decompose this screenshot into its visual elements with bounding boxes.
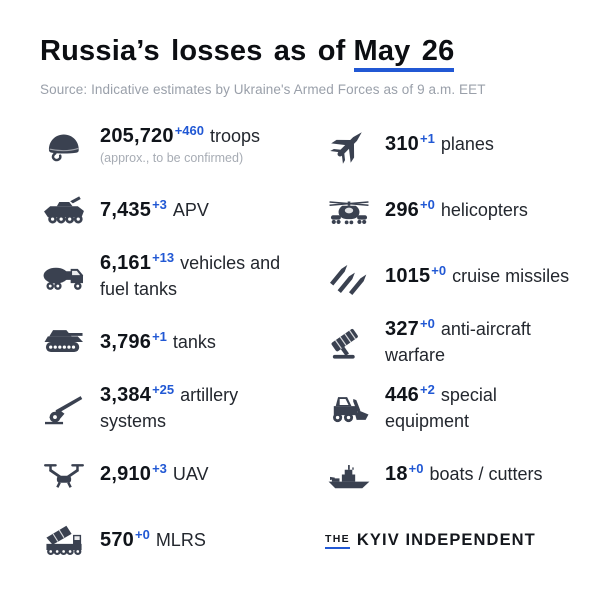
missiles-icon [325,258,373,296]
stat-row: 310+1 planes [325,112,592,178]
stat-text: 18+0 boats / cutters [385,460,543,488]
stat-delta: +3 [152,196,167,212]
stat-text: 570+0 MLRS [100,526,206,554]
stat-text: 205,720+460 troops (approx., to be confir… [100,122,261,166]
stat-value: 327 [385,317,419,340]
stats-column-right: 310+1 planes 296+0 helicopters 1015+0 cruis… [325,112,592,574]
stat-delta: +13 [152,249,175,265]
losses-infographic: Russia’s losses as of May 26 Source: Indi… [40,34,592,574]
stats-column-left: 205,720+460 troops (approx., to be confir… [40,112,325,574]
stat-value: 310 [385,132,419,155]
jet-icon [325,126,373,164]
drone-icon [40,456,88,494]
boat-icon [325,456,373,494]
stat-row: 6,161+13 vehicles and fuel tanks [40,244,325,310]
helicopter-icon [325,192,373,230]
stat-text: 446+2 special equipment [385,381,585,435]
stat-value: 3,796 [100,330,152,353]
stat-text: 2,910+3 UAV [100,460,209,488]
stat-text: 296+0 helicopters [385,196,528,224]
stat-label: anti-aircraft warfare [385,318,531,365]
stat-delta: +0 [431,262,447,278]
stat-delta: +25 [152,381,175,397]
logo-the-label: THE [325,533,350,549]
kyiv-independent-logo: THE KYIV INDEPENDENT [325,508,592,574]
page-title: Russia’s losses as of May 26 [40,34,592,72]
anti-aircraft-icon [325,324,373,362]
stat-text: 3,384+25 artillery systems [100,381,285,435]
stat-label: helicopters [440,199,528,220]
stat-label: UAV [172,463,209,484]
stat-text: 6,161+13 vehicles and fuel tanks [100,249,285,303]
apv-icon [40,192,88,230]
stat-delta: +0 [419,196,435,212]
stat-label: APV [172,199,209,220]
stat-delta: +1 [419,130,435,146]
stat-delta: +1 [152,328,167,344]
stat-value: 18 [385,462,408,485]
title-text: Russia’s losses as of [40,35,346,67]
stat-label: artillery systems [100,384,239,431]
stat-label: special equipment [385,384,497,431]
stat-label: troops [210,125,261,146]
artillery-icon [40,390,88,428]
stat-label: cruise missiles [452,265,570,286]
stat-delta: +2 [419,381,435,397]
stat-text: 3,796+1 tanks [100,328,216,356]
stat-note: (approx., to be confirmed) [100,150,244,165]
helmet-icon [40,126,88,164]
stat-delta: +460 [174,122,204,138]
stat-label: boats / cutters [429,463,543,484]
stat-row: 296+0 helicopters [325,178,592,244]
stat-delta: +0 [134,526,150,542]
stat-row: 7,435+3 APV [40,178,325,244]
stat-value: 296 [385,198,419,221]
stat-label: MLRS [155,529,206,550]
stat-text: 327+0 anti-aircraft warfare [385,315,585,369]
stat-row: 18+0 boats / cutters [325,442,592,508]
stat-row: 2,910+3 UAV [40,442,325,508]
loader-icon [325,390,373,428]
stat-value: 3,384 [100,383,152,406]
logo-name-label: KYIV INDEPENDENT [356,531,536,550]
stat-delta: +0 [419,315,435,331]
stat-row: 570+0 MLRS [40,508,325,574]
stat-value: 6,161 [100,251,152,274]
stat-label: vehicles and fuel tanks [100,252,281,299]
source-note: Source: Indicative estimates by Ukraine'… [40,81,486,97]
stat-value: 570 [100,528,134,551]
stat-row: 3,796+1 tanks [40,310,325,376]
stat-label: tanks [172,331,216,352]
stat-value: 1015 [385,264,431,287]
stats-grid: 205,720+460 troops (approx., to be confir… [40,112,592,574]
stat-row: 446+2 special equipment [325,376,592,442]
stat-value: 205,720 [100,124,174,147]
tank-icon [40,324,88,362]
stat-text: 7,435+3 APV [100,196,209,224]
stat-row: 205,720+460 troops (approx., to be confir… [40,112,325,178]
stat-text: 1015+0 cruise missiles [385,262,570,290]
stat-delta: +3 [152,460,167,476]
stat-value: 446 [385,383,419,406]
fuel-truck-icon [40,258,88,296]
stat-row: 1015+0 cruise missiles [325,244,592,310]
stat-label: planes [440,133,494,154]
stat-value: 7,435 [100,198,152,221]
stat-value: 2,910 [100,462,152,485]
stat-delta: +0 [408,460,424,476]
stat-row: 327+0 anti-aircraft warfare [325,310,592,376]
stat-text: 310+1 planes [385,130,494,158]
title-date: May 26 [353,35,455,72]
stat-row: 3,384+25 artillery systems [40,376,325,442]
mlrs-icon [40,522,88,560]
